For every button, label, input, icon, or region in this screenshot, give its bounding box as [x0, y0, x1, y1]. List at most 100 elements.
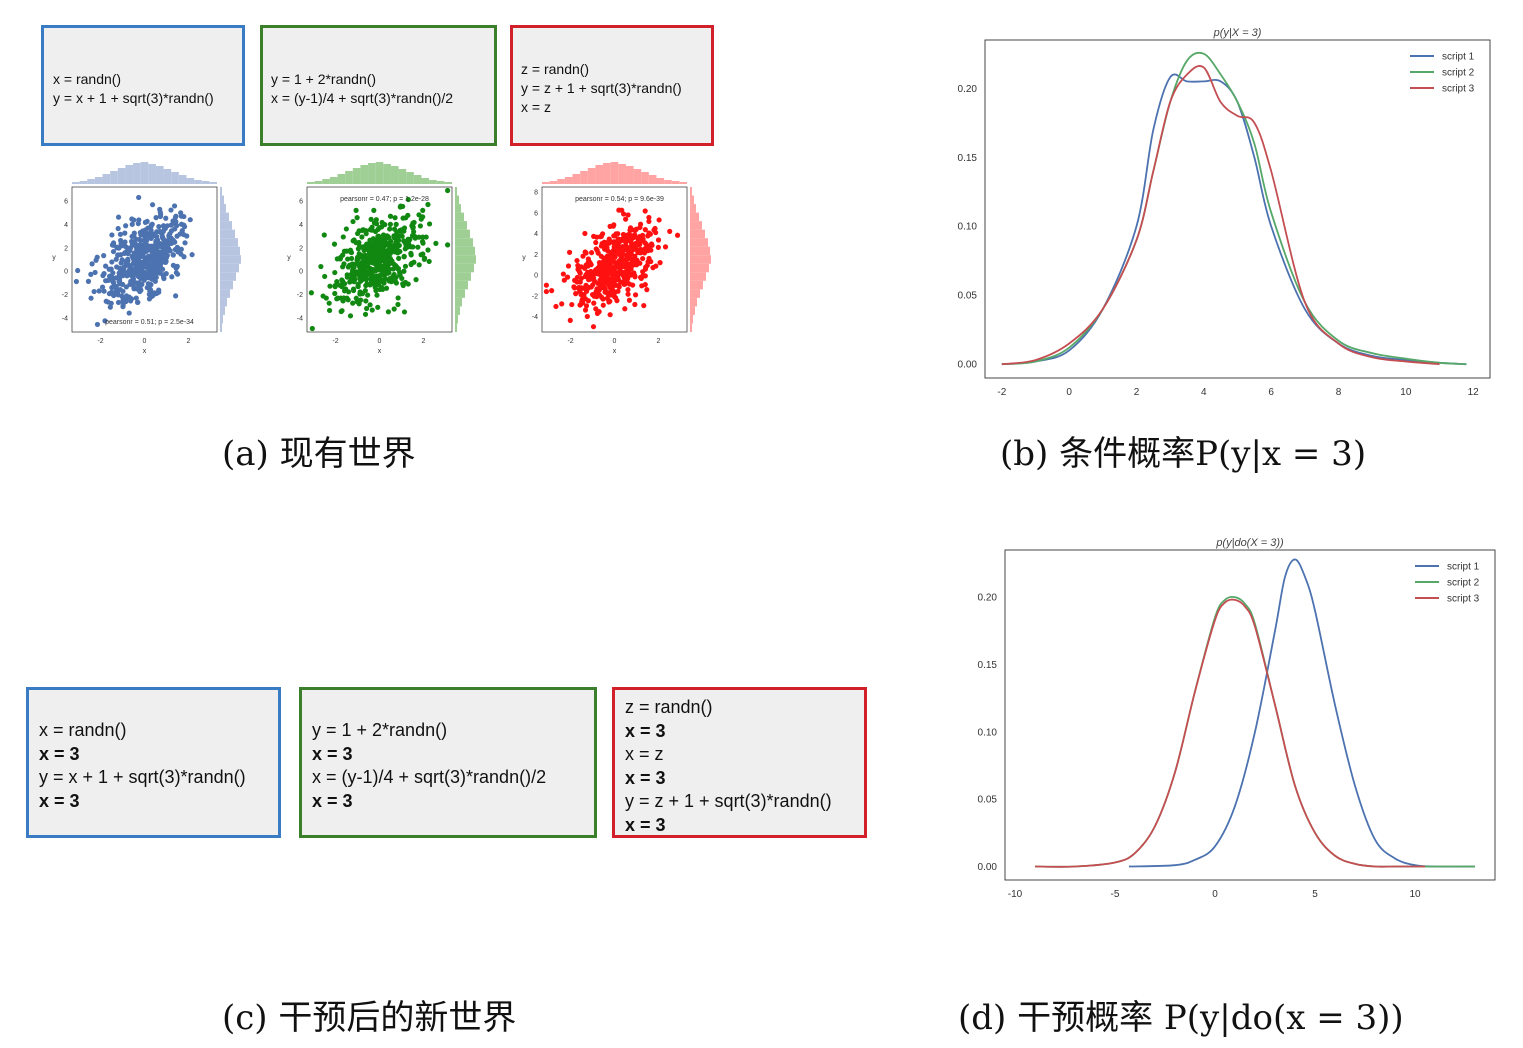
y-axis-label: y	[52, 255, 56, 262]
data-point	[391, 242, 398, 248]
x-axis-label: x	[143, 348, 147, 355]
data-point	[127, 270, 133, 276]
data-point	[123, 223, 129, 229]
data-point	[396, 255, 402, 261]
data-point	[642, 208, 648, 214]
histogram-bar	[314, 181, 323, 184]
code-line: x = randn()	[53, 71, 122, 87]
data-point	[182, 240, 188, 246]
histogram-bar	[94, 177, 103, 184]
x-tick-label: 0	[1066, 387, 1072, 398]
data-point	[320, 293, 326, 299]
data-point	[154, 240, 160, 247]
data-point	[344, 248, 350, 254]
data-point	[386, 278, 392, 284]
data-point	[107, 304, 113, 310]
data-point	[115, 252, 121, 259]
data-point	[332, 282, 338, 289]
data-point	[567, 317, 573, 323]
data-point	[370, 253, 377, 259]
data-point	[116, 245, 122, 251]
data-point	[379, 244, 385, 250]
y-axis-label: y	[287, 255, 291, 262]
data-point	[611, 259, 618, 265]
data-point	[94, 321, 101, 328]
histogram-bar	[220, 221, 232, 230]
data-point	[350, 300, 356, 306]
histogram-bar	[455, 221, 467, 230]
histogram-bar	[220, 195, 224, 205]
x-tick-label: -10	[1008, 889, 1023, 900]
data-point	[611, 233, 617, 239]
data-point	[124, 257, 130, 264]
data-point	[401, 228, 407, 234]
data-point	[420, 251, 426, 257]
data-point	[582, 230, 588, 237]
data-point	[122, 239, 128, 245]
data-point	[576, 284, 582, 291]
data-point	[382, 222, 388, 228]
data-point	[646, 214, 652, 221]
data-point	[168, 240, 175, 247]
data-point	[426, 258, 432, 265]
data-point	[359, 227, 365, 234]
histogram-bar	[368, 163, 376, 184]
data-point	[588, 250, 595, 256]
interventional-density-chart: p(y|do(X = 3)) -10 -5 0 5 10 0.00 0.05 0.10 0.15 0…	[978, 537, 1496, 900]
data-point	[148, 253, 154, 259]
data-point	[344, 274, 350, 280]
x-tick-label: 2	[656, 338, 660, 345]
data-point	[625, 287, 631, 293]
data-point	[631, 260, 637, 267]
data-point	[402, 279, 409, 286]
data-point	[363, 231, 369, 237]
data-point	[608, 276, 614, 282]
data-point	[128, 298, 134, 304]
histogram-bar	[690, 221, 702, 230]
scatter-plot-script-3: -2 0 2 -4 -2 0 2 4 6 8 x y pearsonr = 0.54; p = 9.6e…	[522, 162, 711, 355]
data-point	[641, 302, 647, 309]
data-point	[598, 243, 605, 249]
caption-b: (b) 条件概率P(y|x = 3)	[1000, 434, 1367, 474]
x-tick-label: 6	[1268, 387, 1274, 398]
data-point	[184, 233, 190, 239]
histogram-bar	[220, 246, 240, 256]
data-point	[101, 288, 107, 294]
script-1-box: x = randn() y = x + 1 + sqrt(3)*randn()	[41, 25, 245, 146]
histogram-bar	[664, 180, 672, 184]
data-point	[598, 233, 605, 239]
data-point	[371, 207, 377, 213]
histogram-bar	[618, 164, 626, 184]
data-point	[394, 234, 401, 241]
data-point	[585, 259, 591, 266]
histogram-bar	[690, 204, 696, 213]
histogram-bar	[178, 175, 187, 184]
data-point	[621, 263, 627, 269]
data-point	[379, 286, 386, 292]
data-point	[309, 325, 315, 332]
data-point	[578, 292, 584, 298]
code-line: x = 3	[625, 767, 666, 788]
data-point	[578, 264, 584, 270]
data-point	[127, 281, 133, 287]
data-point	[644, 287, 650, 293]
histogram-bar	[455, 204, 461, 213]
histogram-bar	[329, 177, 338, 184]
y-tick-label: 2	[534, 252, 538, 259]
histogram-bar	[455, 323, 457, 332]
data-point	[115, 225, 121, 232]
data-point	[382, 259, 389, 266]
data-point	[353, 240, 359, 246]
data-point	[613, 246, 619, 253]
data-point	[150, 244, 156, 250]
data-point	[410, 225, 416, 231]
data-point	[157, 260, 163, 266]
data-point	[366, 271, 372, 277]
data-point	[639, 232, 646, 238]
data-point	[96, 288, 102, 294]
data-point	[113, 275, 119, 281]
x-tick-label: 10	[1400, 387, 1412, 398]
data-point	[167, 235, 173, 241]
script-3-box: z = randn() y = z + 1 + sqrt(3)*randn() x …	[510, 25, 714, 146]
y-tick-label: 0.10	[958, 222, 978, 233]
